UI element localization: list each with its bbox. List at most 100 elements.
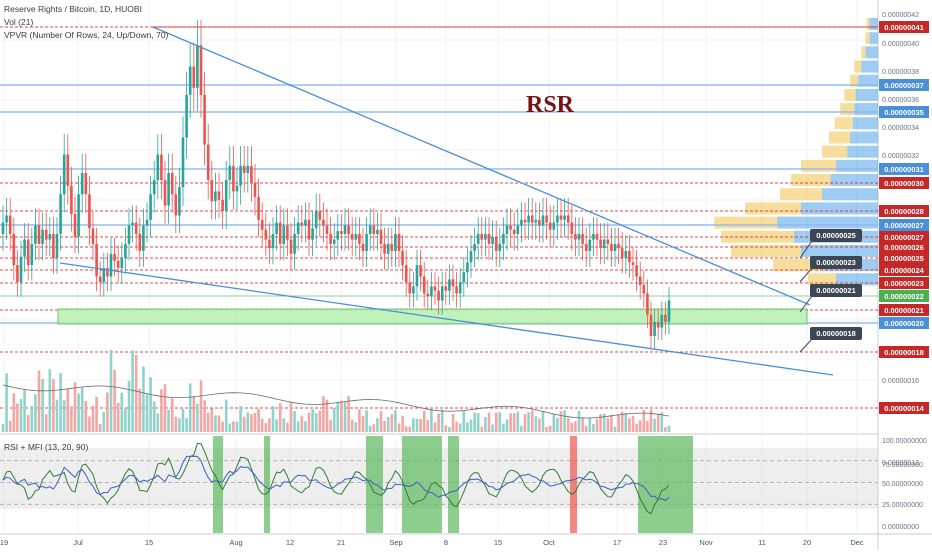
price-label-text: 0.00000027 [884, 233, 924, 242]
candle-body [473, 243, 476, 251]
volume-bar [178, 418, 181, 432]
price-axis-tick: 0.00000034 [882, 125, 919, 132]
volume-bar [73, 382, 77, 432]
volume-legend[interactable]: Vol (21) [4, 17, 33, 27]
candle-body [466, 262, 469, 273]
volume-bar [548, 425, 552, 432]
volume-bar [232, 421, 235, 432]
price-axis[interactable]: 0.00000041 0.00000037 0.00000035 0.00000031… [879, 12, 929, 531]
volume-bar [296, 421, 300, 432]
candle-body [98, 276, 102, 283]
candle-body [358, 233, 361, 244]
volume-bar [62, 400, 66, 432]
volume-bar [19, 399, 23, 432]
volume-bar [1, 424, 5, 432]
candle-body [329, 233, 332, 244]
rsi-title[interactable]: RSI + MFI (13, 20, 90) [4, 442, 89, 452]
volume-bar [487, 412, 491, 432]
candle-body [102, 267, 106, 283]
candle-body [606, 239, 610, 244]
volume-bar [160, 389, 163, 432]
candle-body [484, 233, 487, 240]
candle-body [332, 239, 336, 244]
volume-bar [142, 366, 145, 432]
symbol-title[interactable]: Reserve Rights / Bitcoin, 1D, HUOBI [4, 4, 142, 14]
candle-body [577, 233, 581, 240]
candle-body [444, 286, 448, 291]
candle-body [224, 180, 228, 212]
candle-body [469, 250, 473, 263]
volume-bar [660, 412, 664, 432]
vpvr-bar-down [861, 46, 866, 59]
volume-bar [98, 423, 102, 432]
candle-body [379, 229, 383, 244]
volume-bar [149, 377, 152, 432]
vpvr-bar-up [777, 216, 878, 229]
candle-body [59, 194, 62, 234]
price-axis-tick: 0.00000040 [882, 41, 919, 48]
volume-bar [336, 401, 340, 432]
rsi-legend[interactable]: RSI + MFI (13, 20, 90) [4, 442, 88, 452]
candle-body [617, 243, 620, 249]
candle-body [631, 262, 635, 266]
vpvr-legend[interactable]: VPVR (Number Of Rows, 24, Up/Down, 70) [4, 30, 168, 40]
volume-title[interactable]: Vol (21) [4, 17, 34, 27]
price-label-badge [879, 106, 929, 118]
volume-bar [113, 369, 116, 432]
candle-body [34, 225, 37, 244]
candle-body [160, 154, 163, 181]
candle-body [178, 187, 181, 216]
volume-bar [257, 408, 260, 432]
volume-bar [253, 412, 257, 432]
volume-bar [581, 417, 584, 432]
vpvr-bar-down [822, 145, 848, 158]
volume-bar [250, 414, 253, 432]
price-label-text: 0.00000018 [884, 348, 924, 357]
time-axis[interactable]: 19 Jul 15 Aug 12 21 Sep 8 15 Oct 17 23 Nov 11 20 Dec [0, 538, 864, 547]
candle-body [41, 229, 44, 244]
candle-body [95, 243, 98, 277]
watermark-label: RSR [526, 92, 575, 118]
rsi-highlight [448, 436, 459, 533]
candle-body [584, 243, 588, 251]
volume-bar [214, 415, 217, 432]
volume-bar [210, 408, 214, 432]
volume-bar [574, 421, 577, 432]
trendlines[interactable] [59, 26, 878, 376]
volume-bar [458, 423, 462, 432]
vpvr-title[interactable]: VPVR (Number Of Rows, 24, Up/Down, 70) [4, 30, 169, 40]
candle-body [462, 272, 466, 283]
volume-bar [620, 411, 624, 432]
candle-body [520, 219, 523, 226]
volume-bar [448, 427, 451, 432]
price-label-text: 0.00000014 [884, 404, 924, 413]
candle-body [530, 215, 534, 223]
volume-bar [509, 413, 512, 432]
candle-body [44, 229, 48, 240]
candle-body [257, 197, 260, 220]
volume-bar [116, 402, 120, 432]
callouts[interactable]: 0.00000025 0.00000023 0.00000021 0.00000018 [799, 229, 862, 353]
candle-body [314, 211, 318, 229]
volume-bar [397, 423, 401, 432]
candle-body [588, 239, 592, 251]
volume-bar [599, 414, 602, 432]
volume-bar [145, 394, 149, 432]
callout-text: 0.00000018 [816, 329, 856, 338]
grid-layer [0, 0, 878, 534]
volume-bar [656, 414, 660, 432]
price-label-badge [879, 21, 929, 33]
symbol-legend[interactable]: Reserve Rights / Bitcoin, 1D, HUOBI [4, 4, 142, 14]
volume-bar [185, 418, 188, 432]
volume-bar [181, 408, 185, 432]
candle-body [376, 229, 379, 234]
volume-bar [343, 401, 347, 432]
descending-resistance-line [152, 26, 811, 306]
candle-body [228, 165, 232, 181]
candle-body [340, 231, 343, 234]
candle-body [548, 222, 552, 230]
candle-body [156, 154, 160, 181]
candle-body [494, 236, 498, 251]
volume-bar [206, 412, 210, 432]
